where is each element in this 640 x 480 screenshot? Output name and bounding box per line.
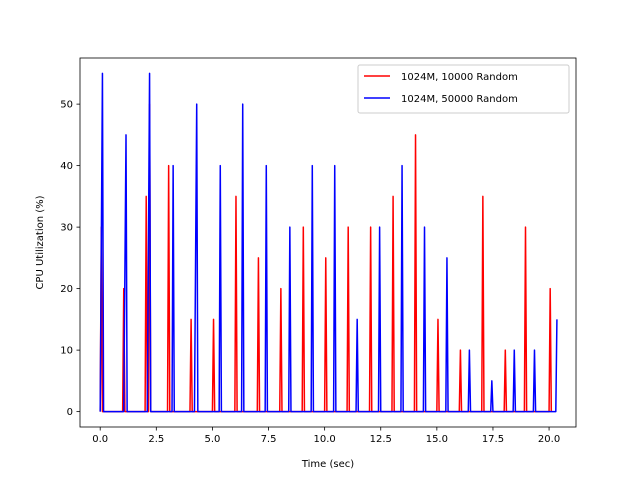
y-tick-label: 30 (60, 223, 73, 234)
y-tick-label: 0 (67, 407, 73, 418)
x-tick-label: 17.5 (482, 434, 504, 445)
plot-frame (79, 57, 577, 428)
x-tick-label: 0.0 (92, 434, 108, 445)
x-tick-label: 12.5 (370, 434, 392, 445)
series-layer (99, 72, 558, 413)
x-tick-label: 5.0 (204, 434, 220, 445)
legend-box (357, 64, 570, 114)
legend-label-2: 1024M, 50000 Random (401, 94, 518, 105)
y-tick-label: 10 (60, 346, 73, 357)
x-tick-label: 7.5 (261, 434, 277, 445)
y-tick-label: 40 (60, 161, 73, 172)
x-axis: 0.0 2.5 5.0 7.5 10.0 12.5 15.0 17.5 20.0 (92, 427, 560, 445)
legend: 1024M, 10000 Random 1024M, 50000 Random (357, 64, 570, 114)
y-tick-label: 50 (60, 100, 73, 111)
x-tick-label: 2.5 (148, 434, 164, 445)
x-tick-label: 15.0 (426, 434, 448, 445)
series-line-2 (99, 72, 558, 413)
legend-label-1: 1024M, 10000 Random (401, 72, 518, 83)
y-axis: 0 10 20 30 40 50 (60, 100, 80, 418)
x-axis-label: Time (sec) (301, 459, 354, 470)
x-tick-label: 20.0 (538, 434, 560, 445)
y-axis-label: CPU Utilization (%) (35, 195, 46, 289)
y-tick-label: 20 (60, 284, 73, 295)
x-tick-label: 10.0 (314, 434, 336, 445)
